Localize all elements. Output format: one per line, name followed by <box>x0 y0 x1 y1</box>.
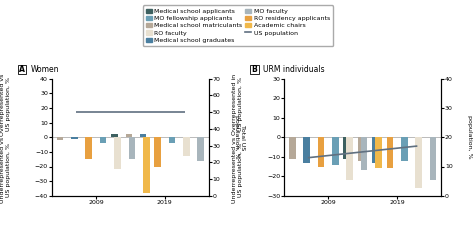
Bar <box>346 137 353 180</box>
Text: B: B <box>251 65 257 74</box>
Bar <box>274 137 281 159</box>
Bar <box>386 137 393 169</box>
Bar <box>415 137 422 188</box>
Bar <box>126 134 132 137</box>
Text: A: A <box>19 65 25 74</box>
Bar <box>100 137 107 143</box>
Bar <box>85 137 92 159</box>
FancyBboxPatch shape <box>250 65 259 74</box>
Bar <box>212 137 219 187</box>
Bar <box>183 137 190 156</box>
Text: Underrepresented vs
US population, %: Underrepresented vs US population, % <box>232 137 243 203</box>
Bar <box>111 134 118 137</box>
FancyBboxPatch shape <box>18 65 27 74</box>
Bar <box>128 137 135 159</box>
Y-axis label: Total US
population, %: Total US population, % <box>467 115 474 159</box>
Bar <box>375 137 382 169</box>
Bar <box>289 137 295 159</box>
Legend: Medical school applicants, MO fellowship applicants, Medical school matriculants: Medical school applicants, MO fellowship… <box>143 5 333 46</box>
Bar <box>318 137 324 166</box>
Bar <box>143 137 150 193</box>
Bar <box>372 137 379 163</box>
Bar <box>140 134 146 137</box>
Bar <box>71 137 78 139</box>
Bar <box>57 137 63 140</box>
Bar <box>154 137 161 166</box>
Text: URM individuals: URM individuals <box>263 65 325 74</box>
Bar <box>361 137 367 170</box>
Bar <box>114 137 121 169</box>
Bar <box>169 137 175 143</box>
Bar <box>303 137 310 163</box>
Bar <box>332 137 339 164</box>
Text: Women: Women <box>31 65 60 74</box>
Bar <box>343 137 350 159</box>
Text: Overrepresented in
US population, %: Overrepresented in US population, % <box>232 74 243 135</box>
Y-axis label: Total US
population, %: Total US population, % <box>235 115 245 159</box>
Bar <box>401 137 408 161</box>
Text: Underrepresented vs
US population, %: Underrepresented vs US population, % <box>0 137 10 203</box>
Bar <box>444 137 451 174</box>
Bar <box>430 137 436 180</box>
Bar <box>42 137 49 140</box>
Bar <box>198 137 204 161</box>
Bar <box>358 137 365 161</box>
Text: Overrepresented vs
US population, %: Overrepresented vs US population, % <box>0 73 10 136</box>
